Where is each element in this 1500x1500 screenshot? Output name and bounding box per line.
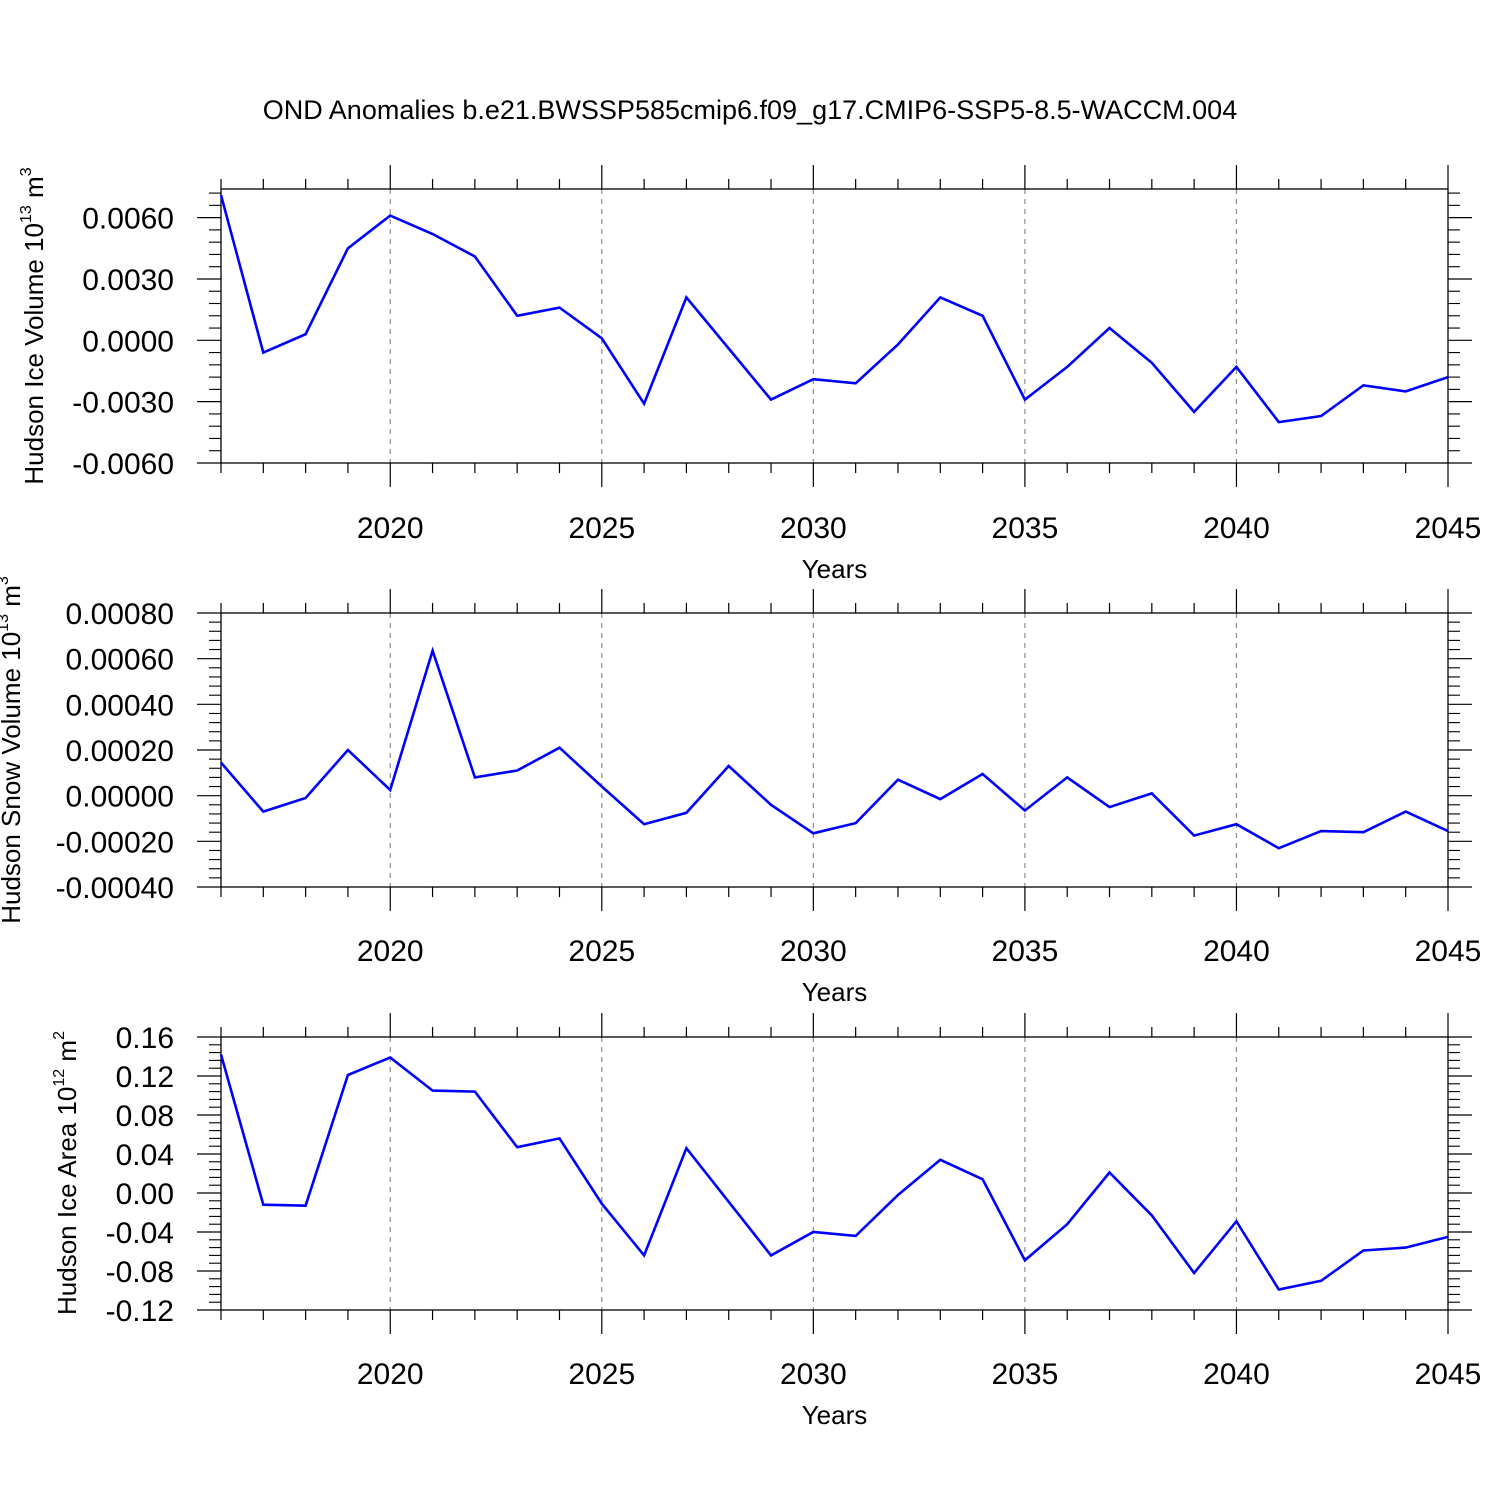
- y-tick-label: 0.00020: [66, 735, 174, 768]
- y-axis-label: Hudson Ice Volume 1013 m3: [18, 167, 49, 484]
- y-tick-label: -0.08: [106, 1256, 174, 1289]
- y-tick-label: 0.16: [116, 1022, 174, 1055]
- y-axis-label-superscript: 2: [51, 1031, 68, 1040]
- panel-ice-area: 0.16 0.12 0.08 0.04 0.00 -0.04 -0.08 -0.12 2020 2…: [51, 1013, 1481, 1430]
- x-tick-label: 2045: [1415, 1358, 1482, 1391]
- x-tick-label: 2040: [1203, 1358, 1270, 1391]
- x-tick-label: 2030: [780, 512, 847, 545]
- y-tick-label: 0.00000: [66, 781, 174, 814]
- plot-frame: [220, 188, 1449, 464]
- y-tick-label: -0.12: [106, 1295, 174, 1328]
- y-tick-label: -0.0060: [72, 448, 174, 481]
- plot-frame: [220, 1036, 1449, 1311]
- y-axis-label-text: m: [19, 176, 49, 205]
- x-tick-label: 2045: [1415, 935, 1482, 968]
- y-tick-label: 0.00: [116, 1178, 174, 1211]
- y-axis-label: Hudson Snow Volume 1013 m3: [0, 576, 26, 924]
- x-axis-label: Years: [802, 1400, 868, 1430]
- y-tick-label: -0.0030: [72, 387, 174, 420]
- y-tick-label: 0.00060: [66, 644, 174, 677]
- x-axis-label: Years: [802, 554, 868, 584]
- x-tick-label: 2020: [357, 512, 424, 545]
- y-tick-label: 0.00040: [66, 689, 174, 722]
- x-tick-label: 2025: [568, 935, 635, 968]
- x-tick-label: 2020: [357, 935, 424, 968]
- y-tick-label: 0.0060: [82, 203, 174, 236]
- y-axis-label-text: Hudson Snow Volume 10: [0, 632, 26, 924]
- y-tick-label: 0.12: [116, 1061, 174, 1094]
- x-tick-label: 2025: [568, 512, 635, 545]
- x-tick-label: 2035: [992, 935, 1059, 968]
- panel-ice-volume: 0.0060 0.0030 0.0000 -0.0030 -0.0060 2020 2025…: [18, 165, 1481, 584]
- panel-snow-volume: 0.00080 0.00060 0.00040 0.00020 0.00000 -0.00…: [0, 576, 1481, 1007]
- y-tick-label: 0.08: [116, 1100, 174, 1133]
- x-tick-label: 2030: [780, 1358, 847, 1391]
- y-axis-label-text: Hudson Ice Volume 10: [19, 223, 49, 485]
- y-tick-label: 0.00080: [66, 598, 174, 631]
- x-tick-label: 2035: [992, 1358, 1059, 1391]
- y-axis-label-superscript: 13: [0, 614, 12, 632]
- y-tick-label: -0.00020: [56, 826, 174, 859]
- x-tick-label: 2030: [780, 935, 847, 968]
- y-axis-label-text: m: [52, 1040, 82, 1069]
- x-tick-label: 2045: [1415, 512, 1482, 545]
- y-tick-label: 0.04: [116, 1139, 174, 1172]
- x-tick-label: 2020: [357, 1358, 424, 1391]
- y-axis-label-superscript: 3: [0, 576, 12, 585]
- x-tick-label: 2025: [568, 1358, 635, 1391]
- series-line: [219, 194, 1449, 424]
- y-axis-label-superscript: 3: [18, 167, 35, 176]
- series-line: [219, 1054, 1449, 1291]
- x-tick-label: 2040: [1203, 512, 1270, 545]
- x-tick-label: 2040: [1203, 935, 1270, 968]
- series-line: [220, 646, 1449, 850]
- y-axis-label-text: Hudson Ice Area 10: [52, 1087, 82, 1315]
- y-tick-label: 0.0000: [82, 325, 174, 358]
- x-tick-label: 2035: [992, 512, 1059, 545]
- x-axis-label: Years: [802, 977, 868, 1007]
- y-axis-label-text: m: [0, 585, 26, 614]
- plot-frame: [220, 612, 1449, 888]
- y-tick-label: -0.04: [106, 1217, 174, 1250]
- y-tick-label: 0.0030: [82, 264, 174, 297]
- y-axis-label-superscript: 12: [51, 1069, 68, 1087]
- y-axis-label-superscript: 13: [18, 205, 35, 223]
- y-tick-label: -0.00040: [56, 872, 174, 905]
- chart-title: OND Anomalies b.e21.BWSSP585cmip6.f09_g1…: [263, 95, 1237, 125]
- y-axis-label: Hudson Ice Area 1012 m2: [51, 1031, 82, 1315]
